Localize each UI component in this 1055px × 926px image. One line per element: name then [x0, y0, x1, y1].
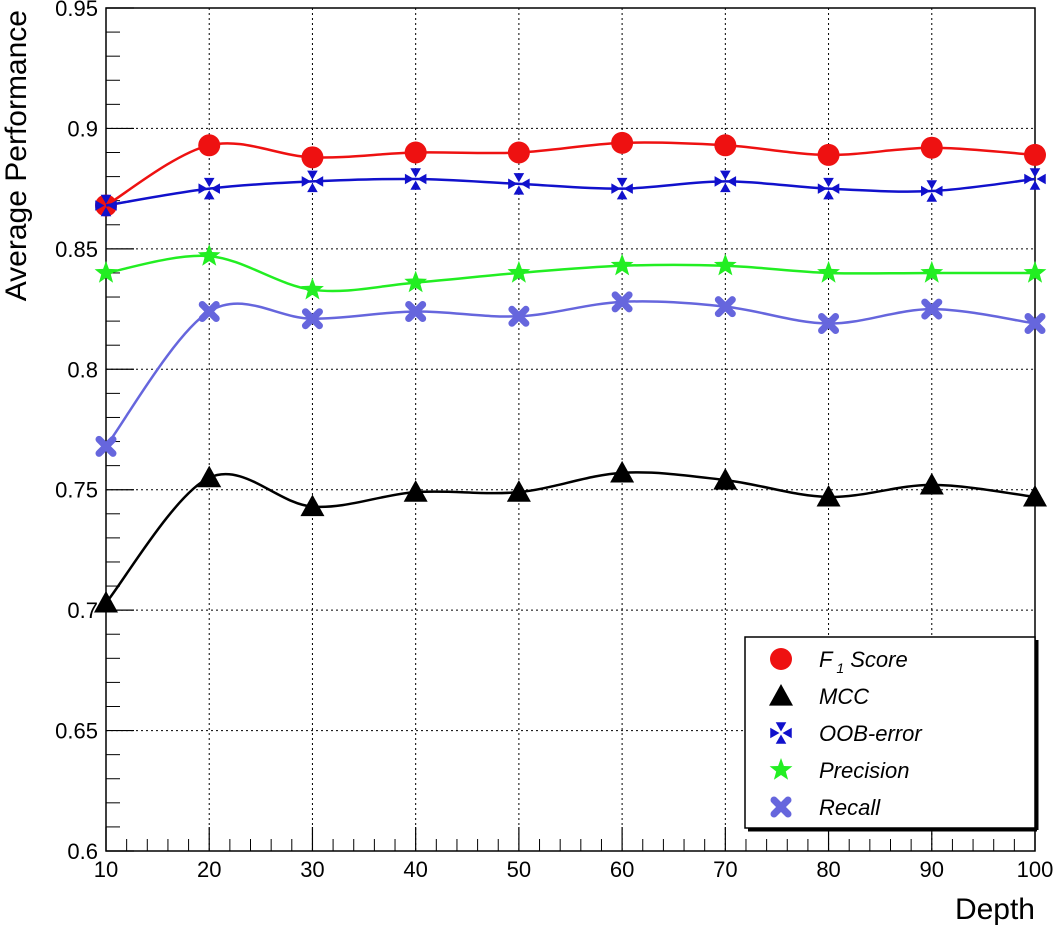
y-axis-title: Average Performance [0, 10, 33, 301]
recall-point [405, 300, 427, 322]
legend-label-f1: F 1 Score [819, 647, 908, 676]
precision-line [105, 254, 1035, 293]
mcc-point [1023, 484, 1047, 507]
precision-point [507, 260, 531, 283]
f1-point [301, 146, 324, 169]
series-mcc [94, 460, 1047, 613]
mcc-point [919, 472, 944, 495]
recall-point [198, 300, 220, 322]
f1-point [404, 141, 427, 164]
precision-point [817, 260, 840, 283]
precision-point [610, 253, 634, 276]
x-tick-label: 70 [713, 857, 737, 882]
mcc-point [300, 494, 325, 517]
precision-point [301, 277, 324, 300]
recall-point [301, 308, 323, 330]
recall-point [714, 296, 736, 318]
precision-point [1023, 260, 1047, 283]
oob-point [714, 170, 737, 193]
mcc-line [105, 471, 1036, 604]
legend-marker-mcc [769, 684, 793, 706]
mcc-point [197, 465, 222, 488]
legend-label-precision: Precision [819, 758, 909, 783]
recall-point [611, 291, 633, 313]
legend-marker-precision [769, 758, 793, 780]
series-f1 [95, 131, 1046, 217]
legend-label-mcc: MCC [819, 684, 869, 709]
f1-point [611, 131, 634, 154]
mcc-point [94, 590, 118, 613]
y-tick-label: 0.85 [55, 237, 98, 262]
f1-point [920, 136, 943, 159]
x-tick-label: 40 [403, 857, 427, 882]
mcc-point [713, 468, 738, 490]
legend-box [744, 636, 1036, 829]
plot-frame [105, 7, 1036, 852]
y-tick-labels: 0.6 0.65 0.7 0.75 0.8 0.85 0.9 0.95 [55, 0, 98, 864]
precision-point [94, 260, 118, 283]
x-axis-title: Depth [955, 893, 1035, 926]
y-tick-label: 0.95 [55, 0, 98, 21]
recall-point [95, 435, 117, 457]
legend-marker-oob [770, 722, 792, 744]
mcc-point [610, 460, 635, 483]
mcc-point [506, 480, 531, 502]
recall-point [1024, 313, 1046, 335]
x-tick-label: 90 [920, 857, 944, 882]
y-tick-label: 0.75 [55, 478, 98, 503]
mcc-point [403, 480, 428, 502]
y-tick-label: 0.65 [55, 719, 98, 744]
f1-point [1024, 143, 1046, 166]
legend-label-oob: OOB-error [819, 721, 923, 746]
f1-point [714, 134, 737, 157]
precision-point [404, 270, 428, 293]
precision-point [713, 253, 737, 276]
series-oob [95, 168, 1046, 217]
oob-point [198, 177, 220, 200]
y-tick-label: 0.9 [67, 116, 98, 141]
precision-point [920, 260, 944, 283]
recall-point [921, 298, 943, 320]
y-tick-label: 0.8 [67, 357, 98, 382]
precision-point [197, 244, 221, 266]
recall-point [508, 305, 530, 327]
recall-line [105, 300, 1036, 448]
oob-point [301, 170, 324, 193]
oob-point [817, 177, 840, 200]
series-group [94, 131, 1047, 613]
oob-point [404, 168, 427, 190]
f1-point [817, 143, 840, 166]
recall-point [818, 313, 840, 335]
oob-point [508, 173, 530, 195]
axis-ticks [105, 7, 1036, 852]
x-tick-labels: 10 20 30 40 50 60 70 80 90 100 [94, 857, 1054, 882]
mcc-point [816, 484, 841, 507]
legend-marker-f1 [770, 648, 792, 670]
x-tick-label: 50 [507, 857, 531, 882]
oob-point [95, 194, 117, 217]
x-tick-label: 100 [1017, 857, 1054, 882]
f1-point [507, 141, 530, 164]
x-tick-label: 20 [197, 857, 221, 882]
legend-label-recall: Recall [819, 795, 881, 820]
y-tick-label: 0.7 [67, 598, 98, 623]
oob-point [611, 177, 633, 200]
series-recall [95, 291, 1046, 457]
series-precision [94, 244, 1047, 300]
x-tick-label: 10 [94, 857, 118, 882]
legend-marker-recall [770, 796, 792, 818]
x-tick-label: 60 [610, 857, 634, 882]
y-tick-label: 0.6 [67, 839, 98, 864]
oob-point [921, 180, 943, 202]
oob-line [105, 177, 1036, 207]
x-tick-label: 30 [300, 857, 324, 882]
f1-line [105, 141, 1036, 207]
legend: F 1 Score MCC OOB-error Precision Recall [744, 636, 1039, 832]
x-tick-label: 80 [816, 857, 840, 882]
f1-point [198, 134, 221, 157]
oob-point [1024, 168, 1046, 190]
